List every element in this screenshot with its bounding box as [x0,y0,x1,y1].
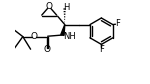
Text: NH: NH [64,32,76,41]
Text: O: O [30,32,37,41]
Text: F: F [115,19,120,28]
Polygon shape [61,25,65,35]
Text: O: O [46,2,53,11]
Text: H: H [63,3,69,12]
Text: F: F [99,45,104,54]
Text: O: O [44,45,51,54]
